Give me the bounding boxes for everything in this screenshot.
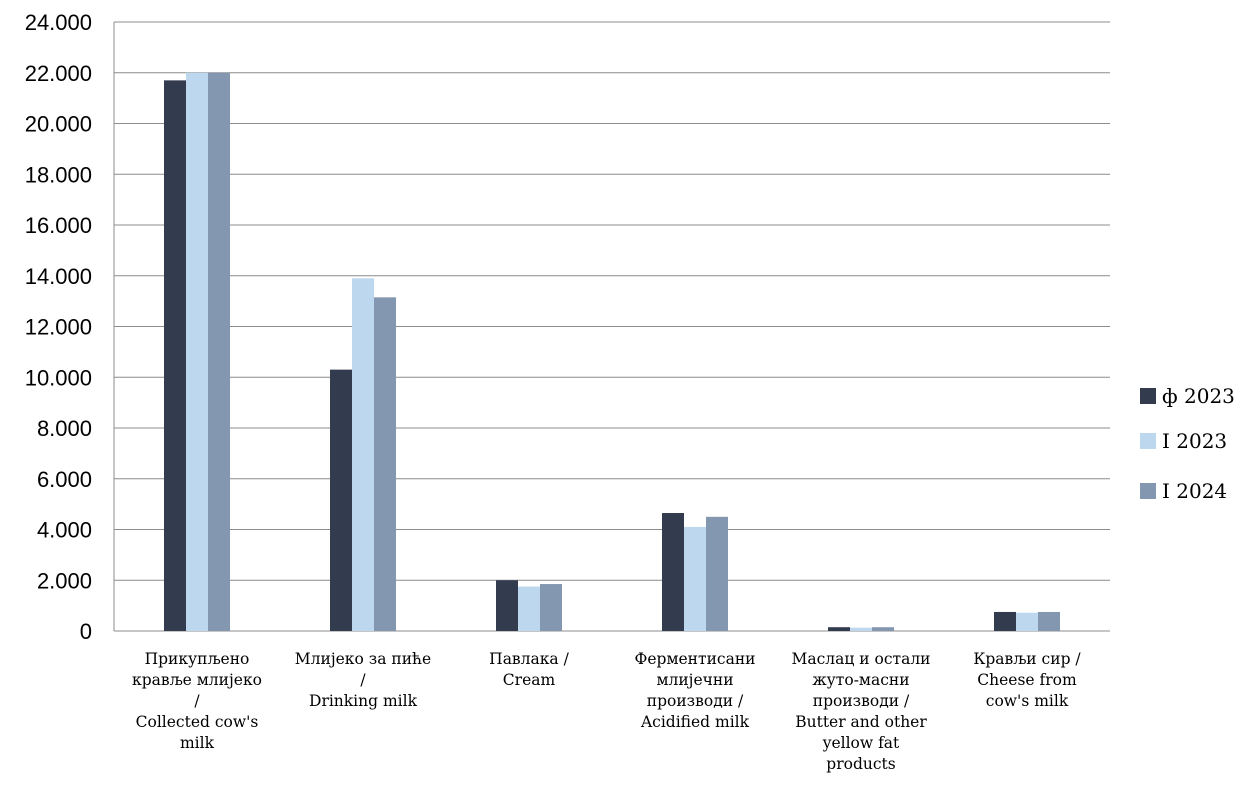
bar (540, 584, 562, 631)
y-tick-label: 2.000 (37, 568, 92, 593)
x-tick-label: жуто-масни (812, 671, 909, 689)
bar (352, 278, 374, 631)
y-tick-label: 16.000 (25, 213, 92, 238)
x-tick-label: млијечни (656, 671, 733, 689)
bar (374, 297, 396, 631)
bar (186, 72, 208, 631)
x-tick-label: milk (180, 734, 215, 752)
gridlines (113, 21, 1110, 632)
x-tick-label: Крављи сир / (973, 650, 1081, 668)
bar (1016, 612, 1038, 631)
legend-swatch (1140, 388, 1156, 404)
x-tick-label: Cream (503, 671, 556, 689)
x-tick-label: Маслац и остали (791, 650, 930, 668)
y-tick-label: 14.000 (25, 264, 92, 289)
y-tick-label: 8.000 (37, 416, 92, 441)
legend-swatch (1140, 483, 1156, 499)
bar (994, 611, 1016, 631)
bar (706, 516, 728, 631)
y-tick-label: 4.000 (37, 518, 92, 543)
x-tick-label: Collected cow's (136, 713, 259, 731)
legend: ф 2023 I 2023 I 2024 (1140, 384, 1235, 503)
x-tick-label: производи / (647, 692, 744, 710)
x-tick-label: / (360, 671, 366, 689)
x-tick-label: products (826, 755, 895, 773)
x-tick-label: производи / (813, 692, 910, 710)
x-tick-label: кравље млијеко (132, 671, 262, 689)
y-tick-label: 20.000 (25, 112, 92, 137)
y-tick-label: 18.000 (25, 162, 92, 187)
bar (518, 586, 540, 631)
y-tick-label: 12.000 (25, 315, 92, 340)
y-axis-ticks: 0 2.000 4.000 6.000 8.000 10.000 12.000 14.000 1… (25, 10, 92, 644)
y-tick-label: 10.000 (25, 365, 92, 390)
legend-label: I 2024 (1162, 479, 1227, 503)
x-tick-label: Ферментисани (634, 650, 755, 668)
x-tick-label: Млијеко за пиће (295, 650, 431, 668)
x-tick-label: Прикупљено (145, 650, 250, 668)
legend-label: ф 2023 (1162, 384, 1235, 408)
x-axis-labels: Прикупљено кравље млијеко / Collected cow's… (132, 650, 1081, 773)
legend-swatch (1140, 433, 1156, 449)
bars (164, 72, 1060, 632)
bar (164, 80, 186, 632)
x-tick-label: Cheese from (977, 671, 1077, 689)
bar (872, 627, 894, 631)
x-tick-label: Acidified milk (640, 713, 750, 731)
y-tick-label: 0 (80, 619, 92, 644)
x-tick-label: yellow fat (822, 734, 900, 752)
bar (662, 513, 684, 631)
x-tick-label: Drinking milk (309, 692, 418, 710)
bar (496, 580, 518, 631)
bar (684, 526, 706, 631)
bar (1038, 611, 1060, 631)
x-tick-label: Butter and other (795, 713, 927, 731)
bar (828, 627, 850, 631)
y-tick-label: 6.000 (37, 467, 92, 492)
bar (330, 369, 352, 631)
bar (850, 627, 872, 631)
y-tick-label: 22.000 (25, 61, 92, 86)
x-tick-label: Павлака / (489, 650, 569, 668)
bar (208, 72, 230, 631)
x-tick-label: cow's milk (986, 692, 1069, 710)
x-tick-label: / (194, 692, 200, 710)
y-tick-label: 24.000 (25, 10, 92, 35)
legend-label: I 2023 (1162, 429, 1227, 453)
